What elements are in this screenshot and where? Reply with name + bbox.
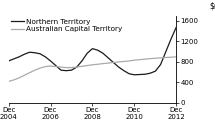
Text: $m: $m xyxy=(209,1,215,10)
Legend: Northern Territory, Australian Capital Territory: Northern Territory, Australian Capital T… xyxy=(11,19,123,32)
